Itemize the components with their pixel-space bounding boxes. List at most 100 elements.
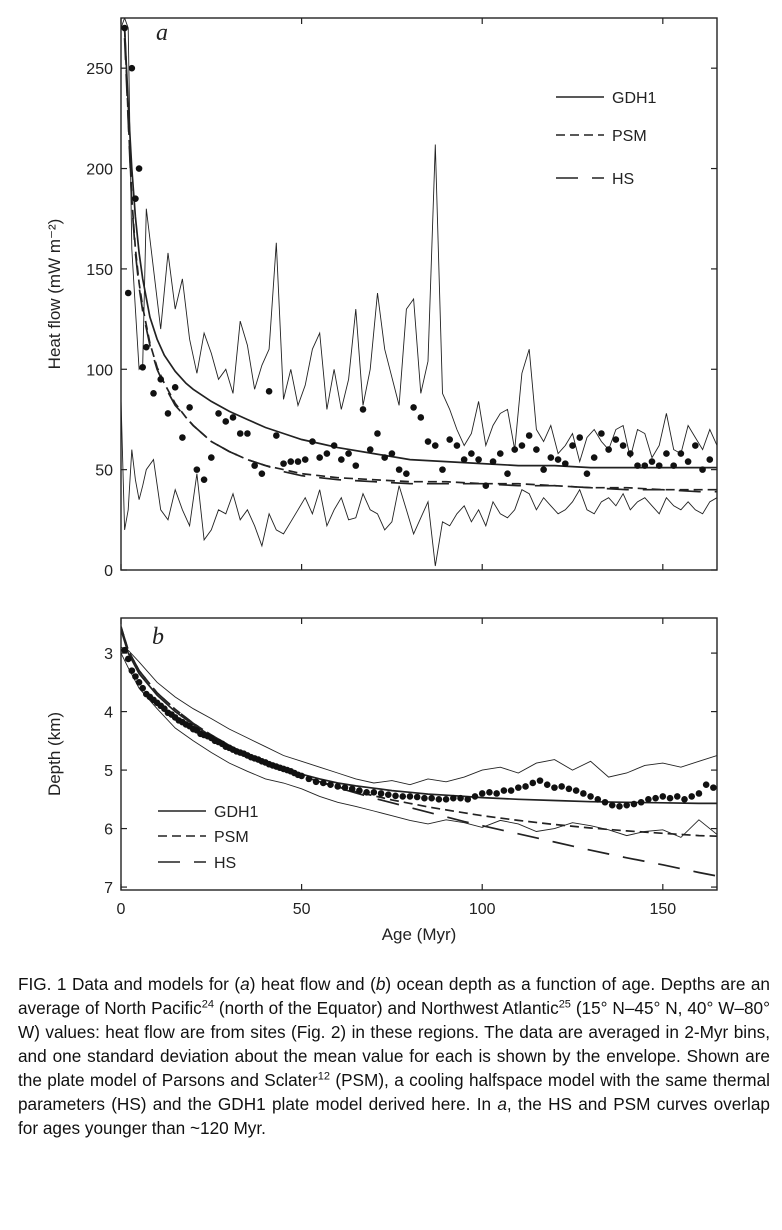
chart-a-data-point: [460, 456, 468, 463]
chart-a-y-tick-label: 150: [86, 262, 113, 279]
chart-a-data-point: [518, 442, 526, 449]
chart-a-data-point: [215, 410, 222, 417]
chart-b-data-point: [421, 794, 428, 802]
chart-b-data-point: [128, 667, 136, 674]
chart-b-data-point: [135, 679, 143, 686]
chart-a-data-point: [338, 456, 345, 463]
chart-a-data-point: [417, 414, 425, 421]
chart-a-data-point: [222, 418, 230, 425]
chart-b-data-point: [363, 789, 370, 796]
caption-text: (15° N–45° N, 40° W–80° W) values: heat …: [18, 998, 770, 1090]
chart-b-data-point: [348, 785, 356, 793]
chart-b-x-tick-label: 100: [469, 901, 496, 918]
chart-a-data-point: [381, 454, 388, 461]
chart-a-series-gdh1: [123, 27, 717, 469]
chart-a-data-point: [475, 456, 482, 463]
chart-a-series-hs: [123, 38, 717, 493]
chart-a-data-point: [345, 450, 352, 457]
chart-b-data-point: [695, 790, 703, 797]
chart-b-data-point: [370, 789, 378, 796]
caption-reference: 12: [317, 1070, 330, 1083]
chart-a-data-point: [244, 430, 251, 437]
chart-a-data-point: [590, 454, 598, 461]
chart-a-y-tick-label: 0: [104, 563, 113, 580]
chart-b-data-point: [298, 772, 305, 780]
chart-a-data-point: [627, 450, 634, 457]
chart-b-data-point: [507, 787, 515, 794]
chart-b-data-point: [384, 791, 392, 798]
chart-b-x-tick-label: 0: [117, 901, 126, 918]
chart-b-data-point: [428, 794, 435, 802]
chart-a-data-point: [374, 430, 381, 437]
chart-a-data-point: [208, 454, 215, 461]
caption-text: (north of the Equator) and Northwest Atl…: [214, 998, 559, 1018]
chart-a-data-point: [547, 454, 555, 461]
chart-b-data-point: [450, 794, 457, 802]
chart-b-data-point: [500, 787, 508, 794]
chart-b-x-axis-label: Age (Myr): [382, 925, 457, 944]
chart-a-data-point: [273, 432, 280, 439]
chart-b-data-point: [132, 673, 139, 680]
chart-b-data-point: [702, 781, 710, 789]
chart-b-data-point: [377, 790, 385, 797]
chart-b-data-point: [486, 789, 493, 796]
chart-b-series-hs: [121, 626, 717, 877]
chart-a-data-point: [431, 442, 439, 449]
chart-a-data-point: [439, 466, 446, 473]
caption-text: ) heat flow and (: [249, 974, 376, 994]
chart-b-series-gdh1: [121, 629, 717, 805]
chart-a-y-tick-label: 100: [86, 362, 113, 379]
chart-a-data-point: [655, 462, 663, 469]
chart-b-data-point: [580, 790, 587, 797]
chart-b-data-point: [399, 793, 407, 800]
chart-b-legend-label-hs: HS: [214, 855, 236, 872]
caption-text: (PSM), a cooling halfspace model with th…: [18, 1070, 770, 1114]
chart-a-data-point: [699, 466, 706, 473]
figure-caption: FIG. 1 Data and models for (a) heat flow…: [18, 972, 770, 1140]
chart-a-series-group: [121, 18, 717, 567]
chart-b-data-point: [666, 794, 674, 802]
chart-b-data-point: [688, 793, 696, 800]
chart-a-data-point: [171, 384, 179, 391]
chart-a-data-point: [496, 450, 504, 457]
chart-b-data-point: [522, 783, 529, 790]
chart-a-data-point: [121, 24, 128, 32]
chart-a-data-point: [135, 165, 143, 172]
chart-a-data-point: [504, 470, 511, 477]
chart-a-data-point: [540, 466, 547, 473]
chart-a-data-point: [598, 430, 605, 437]
chart-b-data-point: [630, 800, 638, 808]
chart-b-data-point: [616, 803, 623, 810]
chart-b-data-point: [139, 684, 146, 692]
chart-b-data-point: [587, 793, 594, 800]
chart-a-data-point: [670, 462, 677, 469]
chart-b-std-envelope: [121, 646, 717, 786]
chart-a-data-point: [200, 476, 208, 483]
chart-b-data-point: [710, 784, 717, 791]
chart-b-data-point: [305, 775, 313, 783]
chart-a-data-point: [139, 363, 146, 371]
chart-b-data-point: [608, 801, 616, 809]
caption-text: FIG. 1 Data and models for (: [18, 974, 241, 994]
chart-a-data-point: [150, 390, 157, 397]
chart-b-series-group: [121, 626, 717, 877]
chart-a-data-point: [403, 470, 410, 477]
chart-b-y-tick-label: 7: [104, 880, 113, 897]
chart-b-data-point: [551, 784, 558, 791]
chart-b-data-point: [529, 779, 537, 787]
chart-a-data-point: [280, 460, 287, 467]
chart-a-data-point: [634, 462, 641, 469]
chart-a-data-point: [323, 450, 331, 457]
chart-b-data-point: [471, 793, 479, 800]
chart-b-data-point: [457, 794, 464, 802]
chart-a-data-point: [706, 456, 714, 463]
chart-b-data-point: [356, 787, 363, 794]
chart-b-y-tick-label: 3: [104, 646, 113, 663]
chart-a-legend-label-gdh1: GDH1: [612, 90, 657, 107]
chart-a-data-point: [648, 458, 656, 465]
chart-a-std-envelope: [121, 18, 717, 464]
chart-b-legend-label-psm: PSM: [214, 829, 249, 846]
chart-b-data-point: [601, 798, 609, 806]
chart-a-data-point: [583, 470, 591, 477]
